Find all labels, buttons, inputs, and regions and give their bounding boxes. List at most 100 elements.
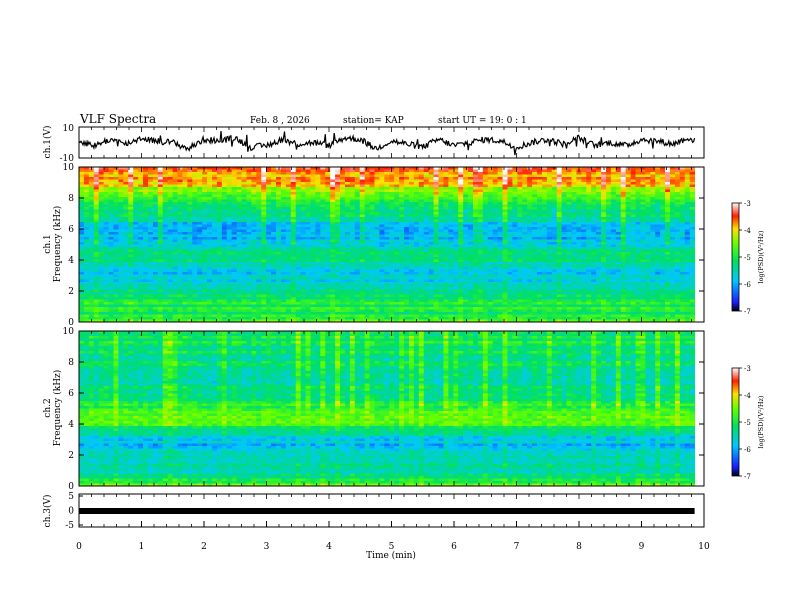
spectrogram-cell [177, 192, 183, 195]
spectrogram-cell [216, 172, 223, 175]
spectrogram-cell [591, 252, 597, 255]
spectrogram-cell [458, 234, 464, 238]
spectrogram-cell [241, 219, 247, 223]
spectrogram-cell [138, 214, 144, 218]
spectrogram-cell [231, 229, 237, 233]
spectrogram-cell [236, 257, 242, 260]
spectrogram-cell [310, 179, 316, 183]
spectrogram-cell [197, 257, 203, 260]
spectrogram-cell [610, 197, 617, 200]
spectrogram-cell [157, 217, 164, 220]
spectrogram-cell [463, 182, 469, 185]
spectrogram-cell [325, 242, 331, 245]
spectrogram-cell [463, 212, 469, 215]
spectrogram-cell [473, 252, 479, 255]
spectrogram-cell [128, 189, 134, 193]
spectrogram-cell [202, 187, 208, 190]
spectrogram-cell [650, 237, 656, 240]
spectrogram-cell [527, 197, 533, 200]
spectrogram-cell [522, 244, 528, 248]
spectrogram-cell [650, 227, 656, 230]
spectrogram-cell [143, 249, 149, 253]
spectrogram-cell [349, 214, 356, 218]
spectrogram-cell [349, 244, 356, 248]
spectrogram-cell [315, 239, 321, 243]
spectrogram-cell [551, 229, 558, 233]
spectrogram-cell [325, 257, 331, 260]
spectrogram-cell [335, 237, 341, 240]
spectrogram-cell [684, 247, 691, 250]
spectrogram-cell [596, 212, 602, 215]
spectrogram-cell [113, 259, 119, 263]
spectrogram-cell [512, 252, 518, 255]
spectrogram-cell [625, 262, 631, 265]
spectrogram-cell [354, 204, 361, 208]
spectrogram-cell [615, 187, 622, 190]
spectrogram-cell [344, 232, 351, 235]
spectrogram-cell [123, 189, 129, 193]
spectrogram-cell [463, 174, 469, 178]
ch1-ytick-min: -10 [60, 154, 75, 164]
spectrogram-cell [660, 202, 666, 205]
spectrogram-cell [241, 224, 247, 228]
spectrogram-cell [271, 219, 277, 223]
spectrogram-cell [374, 214, 380, 218]
spectrogram-cell [325, 262, 331, 265]
spectrogram-cell [354, 209, 361, 213]
spectrogram-cell [231, 189, 237, 193]
spectrogram-cell [473, 227, 479, 230]
spectrogram-cell [527, 239, 533, 243]
spectrogram-cell [147, 187, 154, 190]
spectrogram-cell [399, 244, 405, 248]
spectrogram-cell [246, 219, 252, 223]
spectrogram-cell [167, 224, 173, 228]
spectrogram-cell [88, 214, 95, 218]
spectrogram-cell [394, 187, 400, 190]
spectrogram-cell [458, 257, 464, 260]
spectrogram-cell [423, 247, 430, 250]
spectrogram-cell [88, 252, 95, 255]
spectrogram-cell [404, 169, 410, 173]
spectrogram-cell [674, 207, 681, 210]
spectrogram-cell [379, 172, 385, 175]
spectrogram-cell [98, 209, 105, 213]
spectrogram-cell [408, 207, 415, 210]
spectrogram-cell [660, 184, 666, 188]
spectrogram-cell [477, 172, 484, 175]
spectrogram-cell [177, 179, 183, 183]
spectrogram-cell [83, 242, 90, 245]
spectrogram-cell [448, 204, 454, 208]
spectrogram-cell [290, 167, 297, 170]
spectrogram-cell [630, 189, 636, 193]
spectrogram-cell [187, 224, 193, 228]
spectrogram-cell [635, 169, 641, 173]
spectrogram-cell [197, 209, 203, 213]
spectrogram-cell [369, 194, 375, 198]
spectrogram-cell [665, 207, 671, 210]
spectrogram-cell [581, 194, 587, 198]
spectrogram-cell [226, 182, 233, 185]
spectrogram-cell [152, 227, 159, 230]
spectrogram-cell [674, 222, 681, 225]
spectrogram-cell [389, 259, 395, 263]
spectrogram-cell [290, 169, 297, 173]
spectrogram-cell [335, 209, 341, 213]
spectrogram-cell [216, 234, 223, 238]
spectrogram-cell [537, 199, 543, 203]
spectrogram-cell [216, 259, 223, 263]
spectrogram-cell [305, 169, 311, 173]
spectrogram-cell [502, 207, 508, 210]
spectrogram-cell [670, 217, 676, 220]
spectrogram-cell [546, 247, 553, 250]
spectrogram-cell [492, 229, 499, 233]
spectrogram-cell [207, 169, 213, 173]
spectrogram-cell [517, 207, 523, 210]
spectrogram-cell [187, 239, 193, 243]
spectrogram-cell [374, 249, 380, 253]
spectrogram-cell [660, 229, 666, 233]
spectrogram-cell [221, 214, 228, 218]
spectrogram-cell [576, 202, 582, 205]
spectrogram-cell [83, 197, 90, 200]
spectrogram-cell [261, 242, 267, 245]
spectrogram-cell [556, 244, 563, 248]
